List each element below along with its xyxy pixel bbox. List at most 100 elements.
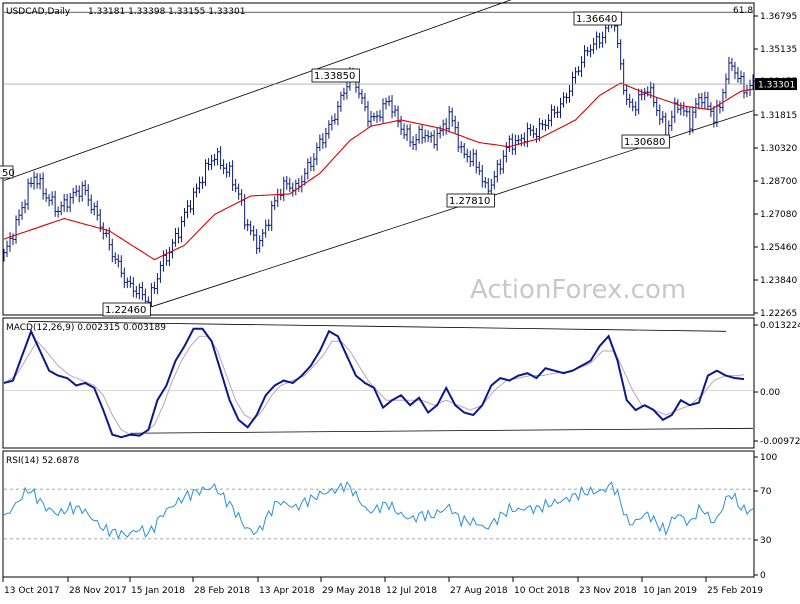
ohlc-bar: [637, 88, 641, 115]
x-axis-label: 10 Oct 2018: [514, 586, 570, 596]
ohlc-bar: [26, 178, 30, 210]
ohlc-bar: [198, 176, 202, 194]
ohlc-bar: [270, 200, 274, 232]
label-high-2: 1.33850: [311, 68, 360, 83]
ohlc-bar: [691, 106, 695, 133]
ohlc-bar: [625, 84, 629, 106]
x-axis-label: 10 Jan 2019: [643, 586, 697, 596]
ohlc-bar: [733, 61, 737, 80]
ohlc-bar: [2, 248, 6, 262]
ohlc-bar: [216, 147, 220, 166]
macd-title: MACD(12,26,9) 0.002315 0.003189: [6, 323, 166, 333]
ohlc-bar: [628, 93, 632, 108]
ohlc-bar: [339, 91, 343, 112]
ohlc-bar: [258, 235, 262, 253]
ohlc-bar: [595, 31, 599, 50]
ohlc-bar: [474, 149, 478, 174]
ohlc-bar: [378, 109, 382, 122]
ohlc-bar: [179, 216, 183, 243]
ohlc-bar: [724, 73, 728, 99]
ohlc-bar: [195, 183, 199, 198]
x-axis-label: 27 Aug 2018: [450, 586, 508, 596]
ohlc-bar: [210, 154, 214, 170]
ohlc-bar: [393, 105, 397, 117]
ohlc-bar: [158, 261, 162, 283]
ohlc-bar: [375, 110, 379, 123]
x-axis-label: 28 Nov 2017: [69, 586, 127, 596]
ohlc-bar: [282, 176, 286, 202]
ohlc-bar: [417, 125, 421, 144]
ohlc-bar: [483, 176, 487, 189]
price-panel: ActionForex.com USDCAD,Daily 1.33181 1.3…: [0, 0, 755, 317]
y-axes: 1.367951.351351.334751.318151.303201.287…: [754, 12, 800, 581]
ohlc-bar: [342, 87, 346, 101]
ohlc-bar: [661, 111, 665, 124]
ohlc-bar: [234, 178, 238, 193]
price-axis-label: 1.31815: [760, 111, 797, 121]
ohlc-bar: [14, 215, 18, 244]
ohlc-bar: [372, 112, 376, 122]
label-low-1-text: 1.30680: [624, 137, 665, 148]
ohlc-bar: [471, 148, 475, 167]
ohlc-bar: [185, 200, 189, 219]
ohlc-bar: [125, 277, 129, 289]
ohlc-bar: [204, 159, 208, 187]
x-axis-label: 13 Apr 2018: [259, 586, 315, 596]
ohlc-bar: [444, 118, 448, 135]
x-axis-label: 13 Oct 2017: [4, 586, 60, 596]
ohlc-bar: [589, 44, 593, 58]
ohlc-bar: [188, 200, 192, 213]
ohlc-bar: [730, 58, 734, 71]
label-low-3-box: [102, 302, 151, 317]
ohlc-bar: [580, 56, 584, 78]
ohlc-bar: [321, 133, 325, 149]
rsi-panel: RSI(14) 52.6878: [2, 450, 755, 578]
last-price-tag-box: [755, 78, 797, 91]
ohlc-bar: [249, 220, 253, 236]
rsi-axis-label: 70: [760, 487, 772, 497]
ohlc-bar: [453, 115, 457, 133]
price-axis-label: 1.22265: [760, 309, 797, 319]
ohlc-bar: [41, 172, 45, 200]
ohlc-bar: [80, 181, 84, 202]
ohlc-bar: [222, 159, 226, 175]
ohlc-bar: [149, 283, 153, 307]
ohlc-bar: [601, 31, 605, 48]
ohlc-bar: [44, 188, 48, 202]
x-axis-label: 15 Jan 2018: [131, 586, 185, 596]
ohlc-bar: [128, 275, 132, 288]
macd-line: [3, 327, 745, 439]
ohlc-bar: [676, 99, 680, 114]
ohlc-bar: [552, 106, 556, 118]
macd-axis-label: 0.00: [760, 388, 780, 398]
ohlc-bar: [29, 177, 33, 188]
label-low-1-box: [621, 134, 670, 149]
ohlc-bar: [468, 150, 472, 167]
ohlc-bar: [558, 97, 562, 119]
macd-axis-label: 0.013224: [760, 321, 800, 331]
ohlc-bar: [682, 101, 686, 117]
ohlc-bar: [426, 130, 430, 143]
price-axis-label: 1.23840: [760, 276, 797, 286]
label-low-1: 1.30680: [621, 134, 670, 149]
x-axis-label: 23 Nov 2018: [579, 586, 637, 596]
channel-upper-line: [3, 0, 512, 181]
ohlc-bar: [634, 101, 638, 117]
ohlc-bar: [20, 201, 24, 220]
label-high-1-text: 1.36640: [576, 14, 617, 25]
ohlc-bar: [285, 176, 289, 190]
ohlc-bar: [384, 97, 388, 110]
ohlc-bar: [152, 281, 156, 294]
rsi-title: RSI(14) 52.6878: [6, 456, 79, 466]
ohlc-bar: [486, 178, 490, 196]
ohlc-bar: [288, 177, 292, 193]
ohlc-bar: [700, 92, 704, 108]
ohlc-bar: [201, 176, 205, 189]
ohlc-bar: [540, 119, 544, 131]
ohlc-bar: [688, 107, 692, 136]
label-clipped-left: 50: [0, 165, 15, 179]
ohlc-bar: [38, 173, 42, 190]
ohlc-bar: [333, 113, 337, 125]
last-price-tag: 1.33301: [755, 78, 797, 91]
